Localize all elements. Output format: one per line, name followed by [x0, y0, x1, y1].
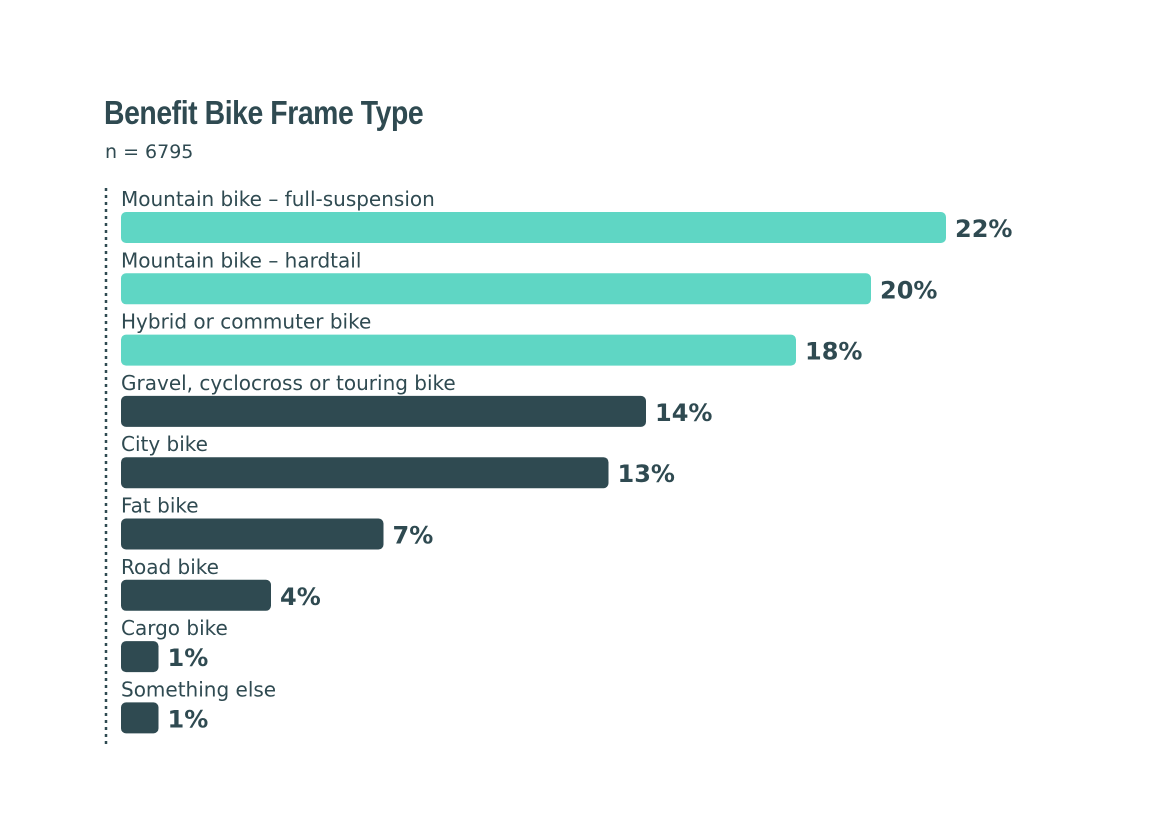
value-label: 20% [880, 276, 937, 304]
category-label: Road bike [121, 555, 219, 579]
value-label: 13% [618, 460, 675, 488]
bar [121, 334, 796, 366]
category-label: Mountain bike – full-suspension [121, 187, 435, 211]
value-label: 22% [955, 215, 1012, 243]
category-label: Gravel, cyclocross or touring bike [121, 371, 456, 395]
value-label: 4% [280, 583, 321, 611]
value-label: 1% [168, 644, 209, 672]
category-label: Hybrid or commuter bike [121, 310, 371, 334]
value-label: 1% [168, 705, 209, 733]
bar [121, 273, 871, 305]
value-label: 18% [805, 338, 862, 366]
category-label: Fat bike [121, 494, 199, 518]
bar [121, 641, 159, 673]
bar [121, 457, 609, 489]
chart-title: Benefit Bike Frame Type [104, 94, 424, 131]
category-label: Something else [121, 677, 276, 701]
bar [121, 702, 159, 734]
category-label: Cargo bike [121, 616, 228, 640]
bar [121, 579, 271, 611]
bar [121, 395, 646, 427]
value-label: 14% [655, 399, 712, 427]
category-label: City bike [121, 432, 208, 456]
category-label: Mountain bike – hardtail [121, 248, 361, 272]
bar [121, 212, 946, 243]
chart-subtitle: n = 6795 [105, 141, 194, 163]
bar [121, 518, 384, 550]
value-label: 7% [393, 522, 434, 550]
